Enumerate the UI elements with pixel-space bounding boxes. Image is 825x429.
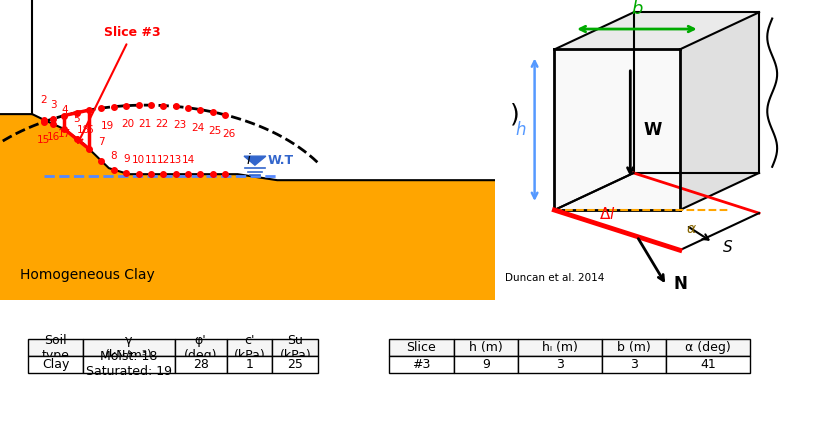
Text: 3: 3 <box>50 100 57 110</box>
Polygon shape <box>244 156 266 165</box>
Text: 11: 11 <box>144 155 158 165</box>
Text: 14: 14 <box>182 155 195 165</box>
Text: 5: 5 <box>73 114 80 124</box>
Text: Slice #3: Slice #3 <box>78 26 161 143</box>
Text: 18: 18 <box>77 125 90 135</box>
Polygon shape <box>0 0 495 180</box>
Text: Duncan et al. 2014: Duncan et al. 2014 <box>505 273 604 283</box>
Text: 8: 8 <box>111 151 117 161</box>
Text: 16: 16 <box>47 132 60 142</box>
Text: 15: 15 <box>37 136 50 145</box>
Text: W: W <box>644 121 662 139</box>
Text: 9: 9 <box>123 154 130 164</box>
Text: ): ) <box>510 102 520 126</box>
Text: $\alpha$: $\alpha$ <box>686 222 697 236</box>
Text: W.T: W.T <box>267 154 294 167</box>
Text: 17: 17 <box>58 129 71 139</box>
Text: 4: 4 <box>61 105 68 115</box>
Text: 2: 2 <box>40 95 47 105</box>
Text: b: b <box>631 0 643 18</box>
Polygon shape <box>42 119 46 123</box>
Text: 10: 10 <box>132 155 145 165</box>
Polygon shape <box>680 12 759 210</box>
Polygon shape <box>554 12 759 49</box>
Text: 26: 26 <box>222 129 235 139</box>
Polygon shape <box>554 49 680 210</box>
Text: N: N <box>673 275 687 293</box>
Text: $\Delta l$: $\Delta l$ <box>599 206 615 222</box>
Text: 12: 12 <box>157 155 170 165</box>
Text: 6: 6 <box>86 124 92 135</box>
Text: S: S <box>723 240 733 254</box>
Text: 19: 19 <box>101 121 115 131</box>
Text: 20: 20 <box>121 119 134 129</box>
Text: 21: 21 <box>139 119 152 129</box>
Text: 22: 22 <box>156 119 169 129</box>
Text: i: i <box>247 153 250 166</box>
Text: 13: 13 <box>169 155 182 165</box>
Text: 23: 23 <box>173 120 186 130</box>
Text: h: h <box>516 121 526 139</box>
FancyBboxPatch shape <box>0 0 495 300</box>
Text: Homogeneous Clay: Homogeneous Clay <box>20 268 154 282</box>
Text: 7: 7 <box>98 136 105 147</box>
Text: 24: 24 <box>191 123 205 133</box>
Text: 25: 25 <box>209 126 222 136</box>
